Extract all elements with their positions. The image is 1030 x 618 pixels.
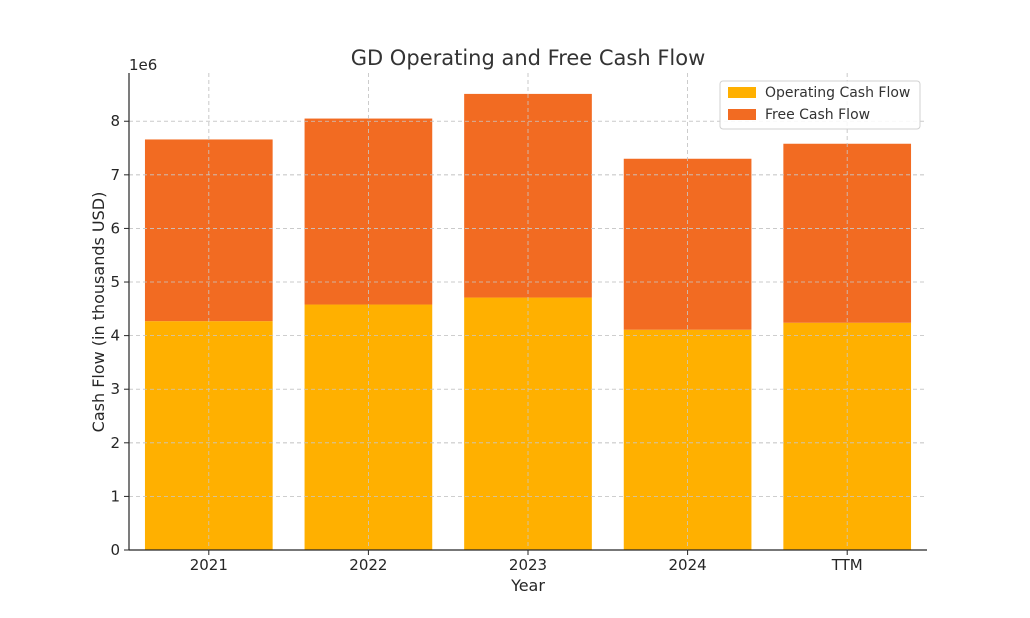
y-tick-label: 4	[110, 327, 120, 345]
grid-overlay	[129, 73, 927, 551]
y-tick-label: 5	[110, 273, 120, 291]
x-tick-label: 2021	[190, 556, 228, 574]
y-tick-label: 1	[110, 487, 120, 505]
x-axis-title: Year	[510, 576, 545, 595]
x-tick-label: 2024	[669, 556, 707, 574]
axes-layer: 0 1 2 3 4 5 6 7 8 2021 2022 2023 2024 TTM	[110, 73, 927, 574]
chart-title: GD Operating and Free Cash Flow	[351, 46, 706, 70]
y-tick-label: 0	[110, 541, 120, 559]
legend-label: Free Cash Flow	[765, 107, 870, 123]
y-tick-label: 6	[110, 219, 120, 237]
x-tick-label: 2023	[509, 556, 547, 574]
bar-operating-cash-flow-2021	[144, 321, 273, 550]
legend-swatch	[728, 87, 756, 98]
y-tick-label: 7	[110, 166, 120, 184]
legend-box	[719, 80, 921, 130]
y-tick-label: 8	[110, 112, 120, 130]
x-tick-label: TTM	[831, 556, 863, 574]
legend-swatch	[728, 109, 756, 120]
y-tick-label: 3	[110, 380, 120, 398]
y-axis-title: Cash Flow (in thousands USD)	[89, 192, 108, 433]
bar-free-cash-flow-2022	[304, 118, 433, 305]
labels-layer: GD Operating and Free Cash Flow Year Cas…	[89, 46, 705, 595]
legend-label: Operating Cash Flow	[765, 85, 910, 101]
legend: Operating Cash Flow Free Cash Flow	[719, 80, 921, 130]
y-tick-label: 2	[110, 434, 120, 452]
y-axis-scale-label: 1e6	[129, 56, 157, 74]
bar-free-cash-flow-ttm	[783, 143, 912, 323]
x-tick-label: 2022	[349, 556, 387, 574]
